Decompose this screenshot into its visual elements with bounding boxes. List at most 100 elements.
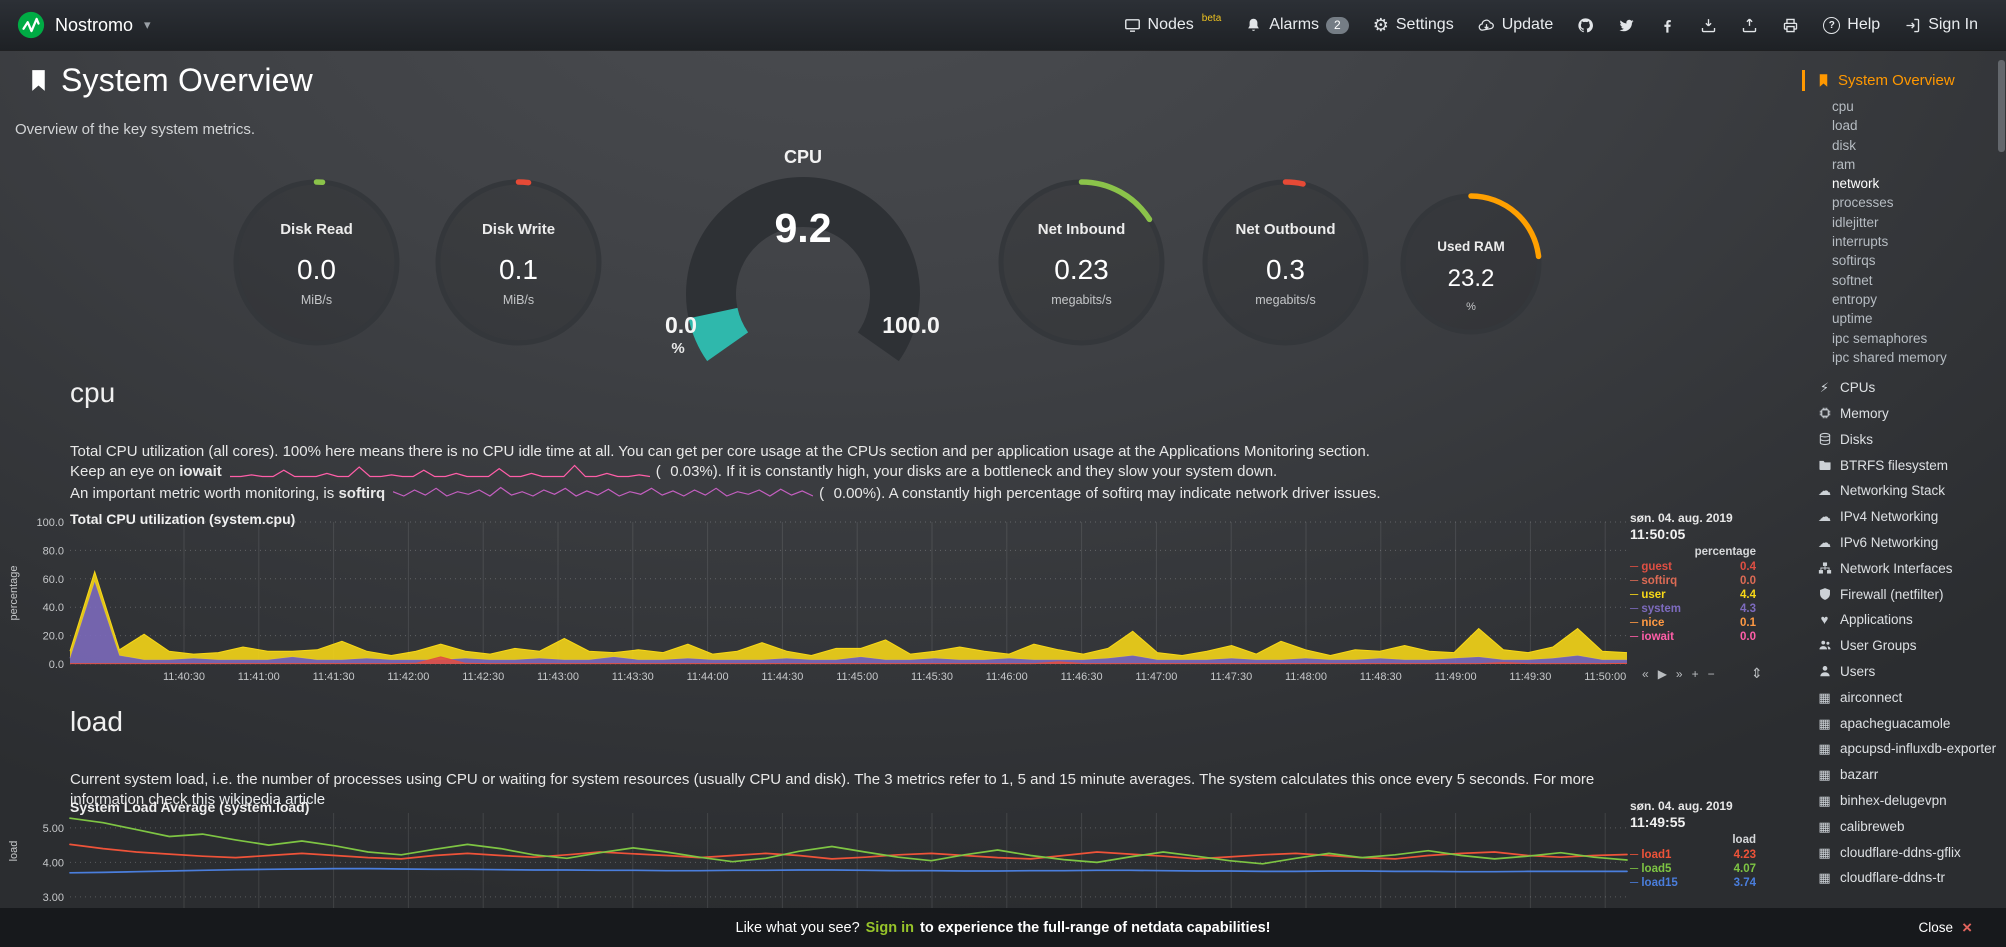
pan-forward-icon[interactable]: » (1675, 667, 1683, 681)
sidebar-section-ipv4-networking[interactable]: ☁ IPv4 Networking (1816, 504, 1998, 530)
legend-dimension-load1[interactable]: ─ load1 4.23 (1630, 849, 1756, 861)
topbar-update[interactable]: Update (1478, 16, 1553, 34)
sidebar-section-applications[interactable]: ♥ Applications (1816, 607, 1998, 633)
pan-backward-icon[interactable]: « (1642, 667, 1649, 681)
github-icon (1577, 17, 1594, 34)
topbar-twitter[interactable] (1618, 17, 1635, 34)
sitemap-icon (1816, 556, 1833, 582)
topbar-facebook[interactable] (1659, 17, 1676, 34)
gauge-disk-read[interactable]: Disk Read 0.0 MiB/s (229, 175, 404, 350)
sidebar-section-label: Applications (1840, 612, 1913, 628)
sidebar-section-firewall-netfilter-[interactable]: Firewall (netfilter) (1816, 582, 1998, 608)
iowait-sparkline[interactable] (229, 464, 650, 484)
topbar-alarms[interactable]: Alarms 2 (1245, 16, 1349, 34)
sidebar-section-calibreweb[interactable]: ▦ calibreweb (1816, 814, 1998, 840)
node-selector[interactable]: Nostromo ▾ (0, 10, 151, 40)
sidebar-section-network-interfaces[interactable]: Network Interfaces (1816, 556, 1998, 582)
sidebar-item-disk[interactable]: disk (1832, 137, 1857, 153)
topbar-nodes[interactable]: Nodes beta (1124, 13, 1221, 34)
scrollbar[interactable] (1998, 52, 2005, 945)
sidebar-item-uptime[interactable]: uptime (1832, 311, 1873, 327)
load-desc-line: Current system load, i.e. the number of … (70, 771, 1595, 808)
sidebar-section-cloudflare-ddns-gflix[interactable]: ▦ cloudflare-ddns-gflix (1816, 840, 1998, 866)
sidebar-item-entropy[interactable]: entropy (1832, 291, 1878, 307)
sidebar-item-idlejitter[interactable]: idlejitter (1832, 214, 1879, 230)
sidebar-section-networking-stack[interactable]: ☁ Networking Stack (1816, 478, 1998, 504)
svg-text:11:48:30: 11:48:30 (1360, 671, 1402, 683)
sidebar-section-apacheguacamole[interactable]: ▦ apacheguacamole (1816, 711, 1998, 737)
sidebar-item-interrupts[interactable]: interrupts (1832, 234, 1889, 250)
zoom-out-icon[interactable]: − (1707, 667, 1715, 681)
sidebar-section-disks[interactable]: Disks (1816, 427, 1998, 453)
topbar-github[interactable] (1577, 17, 1594, 34)
hostname[interactable]: Nostromo (55, 14, 134, 35)
sidebar-section-cpus[interactable]: ⚡ CPUs (1816, 375, 1998, 401)
sidebar-item-network[interactable]: network (1832, 176, 1880, 192)
sidebar-section-users[interactable]: Users (1816, 659, 1998, 685)
svg-text:11:41:30: 11:41:30 (313, 671, 355, 683)
topbar-sign-in[interactable]: Sign In (1904, 16, 1978, 34)
sidebar-section-user-groups[interactable]: User Groups (1816, 633, 1998, 659)
topbar-download[interactable] (1700, 17, 1717, 34)
sidebar-item-system-overview[interactable]: System Overview (1802, 70, 1998, 91)
sidebar-section-apcupsd-influxdb-exporter[interactable]: ▦ apcupsd-influxdb-exporter (1816, 736, 1998, 762)
cpu-chart-canvas[interactable]: 100.0 80.0 60.0 40.0 20.0 0.0 11:40:30 11:41:00… (26, 516, 1636, 688)
svg-text:11:49:30: 11:49:30 (1509, 671, 1551, 683)
topbar-settings[interactable]: ⚙ Settings (1373, 16, 1454, 34)
cpu-chart-legend: søn. 04. aug. 2019 11:50:05 percentage ─… (1630, 511, 1756, 644)
sidebar-section-memory[interactable]: Memory (1816, 401, 1998, 427)
sidebar-section-label: CPUs (1840, 380, 1876, 396)
legend-dimension-guest[interactable]: ─ guest 0.4 (1630, 561, 1756, 573)
cpu-desc-line2: Keep an eye on iowait(0.03%). If it is c… (70, 462, 1630, 484)
sidebar-item-load[interactable]: load (1832, 118, 1858, 134)
svg-text:80.0: 80.0 (43, 545, 64, 557)
scrollbar-thumb[interactable] (1998, 60, 2005, 152)
gauge-disk-write[interactable]: Disk Write 0.1 MiB/s (431, 175, 606, 350)
sidebar-item-ipc-semaphores[interactable]: ipc semaphores (1832, 330, 1928, 346)
play-icon[interactable]: ▶ (1657, 667, 1667, 681)
load-description: Current system load, i.e. the number of … (70, 770, 1630, 810)
sidebar-item-softirqs[interactable]: softirqs (1832, 253, 1876, 269)
sidebar-active-label: System Overview (1838, 72, 1955, 89)
sidebar-section-bazarr[interactable]: ▦ bazarr (1816, 762, 1998, 788)
sidebar-item-ipc-shared-memory[interactable]: ipc shared memory (1832, 349, 1947, 365)
legend-dimension-softirq[interactable]: ─ softirq 0.0 (1630, 575, 1756, 587)
footer-signin-link[interactable]: Sign in (865, 919, 914, 936)
svg-text:11:45:00: 11:45:00 (836, 671, 878, 683)
legend-dimension-system[interactable]: ─ system 4.3 (1630, 603, 1756, 615)
sidebar-section-cloudflare-ddns-tr[interactable]: ▦ cloudflare-ddns-tr (1816, 865, 1998, 891)
sidebar-section-label: IPv6 Networking (1840, 534, 1939, 550)
topbar-help[interactable]: ? Help (1823, 16, 1880, 34)
svg-text:20.0: 20.0 (43, 631, 64, 643)
sidebar-item-processes[interactable]: processes (1832, 195, 1894, 211)
softirq-sparkline[interactable] (392, 486, 814, 506)
legend-dimension-nice[interactable]: ─ nice 0.1 (1630, 617, 1756, 629)
cpu-desc-line1: Total CPU utilization (all cores). 100% … (70, 443, 1370, 460)
cpu-gauge[interactable]: CPU 9.2 0.0 100.0 % (640, 147, 966, 362)
sidebar-section-airconnect[interactable]: ▦ airconnect (1816, 685, 1998, 711)
gauge-net-inbound[interactable]: Net Inbound 0.23 megabits/s (994, 175, 1169, 350)
section-heading-cpu: cpu (70, 377, 116, 408)
sidebar-section-binhex-delugevpn[interactable]: ▦ binhex-delugevpn (1816, 788, 1998, 814)
gauge-net-outbound[interactable]: Net Outbound 0.3 megabits/s (1198, 175, 1373, 350)
load-chart-canvas[interactable]: 5.00 4.00 3.00 (26, 811, 1636, 908)
sidebar-section-label: Users (1840, 663, 1876, 679)
wikipedia-link[interactable]: this wikipedia article (191, 790, 326, 808)
resize-handle-icon[interactable]: ⇕ (1751, 665, 1763, 681)
gauge-used-ram[interactable]: Used RAM 23.2% (1396, 189, 1546, 339)
netdata-logo-icon (16, 10, 46, 40)
sidebar-section-btrfs-filesystem[interactable]: BTRFS filesystem (1816, 453, 1998, 479)
legend-dimension-iowait[interactable]: ─ iowait 0.0 (1630, 631, 1756, 643)
gauge-value: 0.1 (499, 254, 538, 285)
footer-close-button[interactable]: Close × (1919, 919, 1972, 936)
legend-dimension-load15[interactable]: ─ load15 3.74 (1630, 877, 1756, 889)
topbar-print[interactable] (1782, 17, 1799, 34)
sidebar-section-ipv6-networking[interactable]: ☁ IPv6 Networking (1816, 530, 1998, 556)
sidebar-item-ram[interactable]: ram (1832, 156, 1856, 172)
legend-dimension-user[interactable]: ─ user 4.4 (1630, 589, 1756, 601)
sidebar-item-cpu[interactable]: cpu (1832, 99, 1854, 114)
sidebar-item-softnet[interactable]: softnet (1832, 272, 1873, 288)
zoom-in-icon[interactable]: + (1691, 667, 1699, 681)
topbar-upload[interactable] (1741, 17, 1758, 34)
legend-dimension-load5[interactable]: ─ load5 4.07 (1630, 863, 1756, 875)
